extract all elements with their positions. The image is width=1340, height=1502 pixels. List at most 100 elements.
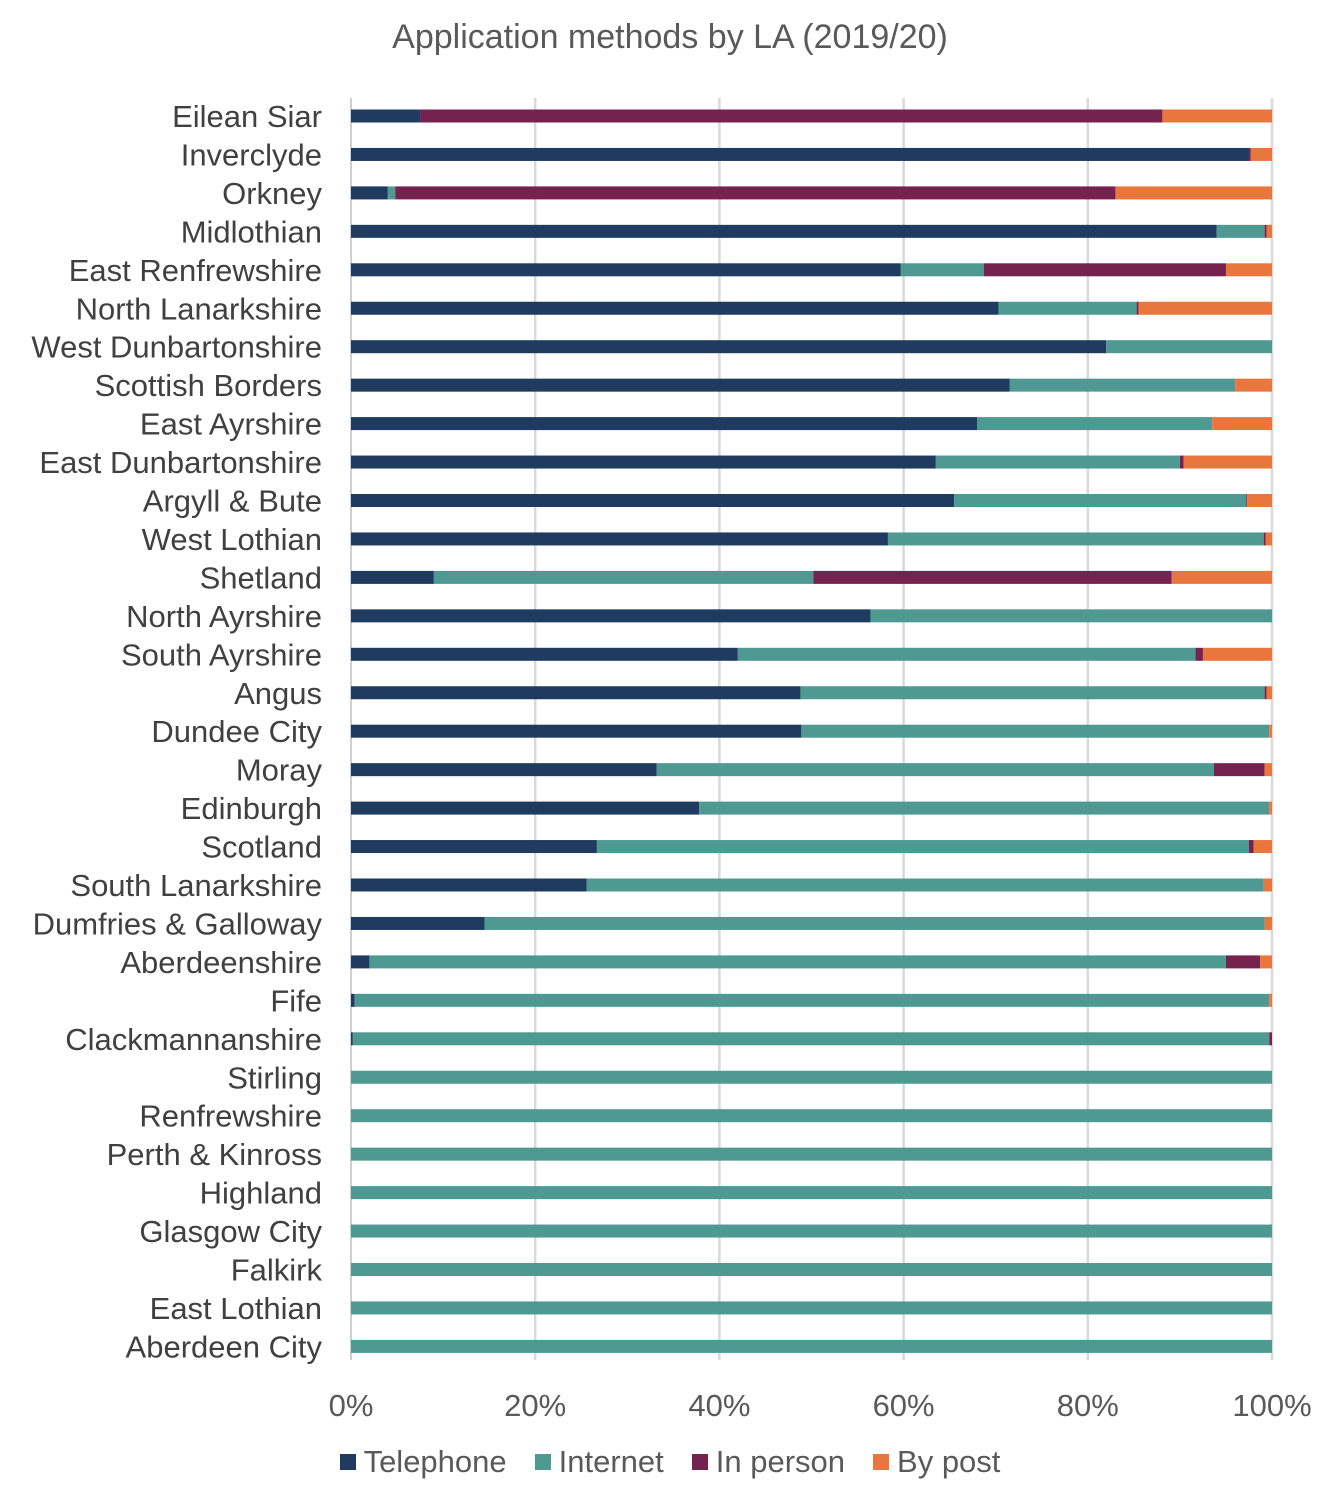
bar-segment <box>351 263 901 277</box>
category-label: Argyll & Bute <box>143 484 322 519</box>
bar-segment <box>977 417 1213 431</box>
category-label: North Ayrshire <box>126 599 322 634</box>
bar-segment <box>1264 224 1267 238</box>
bar-segment <box>351 1339 1272 1353</box>
bar-segment <box>351 763 657 777</box>
bar-segment <box>1269 801 1272 815</box>
category-label: Moray <box>236 753 323 788</box>
category-label: North Lanarkshire <box>76 291 322 326</box>
bar-segment <box>351 993 355 1007</box>
bar-segment <box>1138 301 1272 315</box>
bar-segment <box>351 378 1010 392</box>
bar-segment <box>351 1224 1272 1238</box>
legend-label: In person <box>715 1444 846 1479</box>
bar-segment <box>351 878 587 892</box>
bar-segment <box>900 263 984 277</box>
category-label: Stirling <box>227 1060 322 1095</box>
bar-segment <box>887 532 1264 546</box>
bar-segment <box>351 609 871 623</box>
bar-segment <box>1195 647 1203 661</box>
category-label: East Ayrshire <box>140 407 322 442</box>
bar-segment <box>351 1301 1272 1315</box>
legend-item: Internet <box>534 1444 664 1480</box>
category-label: Shetland <box>200 560 322 595</box>
bar-segment <box>1115 186 1272 200</box>
bar-segment <box>1269 724 1272 738</box>
category-label: Midlothian <box>181 214 322 249</box>
bar-segment <box>484 916 1265 930</box>
bar-segment <box>1235 378 1272 392</box>
bar-segment <box>351 224 1217 238</box>
bar-segment <box>954 494 1247 507</box>
bar-segment <box>1247 494 1272 507</box>
bar-segment <box>351 916 485 930</box>
bar-segment <box>351 1032 353 1046</box>
bar-segment <box>352 1032 1270 1046</box>
bar-segment <box>351 494 955 507</box>
legend-swatch <box>534 1454 551 1470</box>
category-label: Fife <box>270 983 322 1018</box>
bar-segment <box>1171 570 1272 584</box>
bar-segment <box>1264 686 1267 700</box>
bar-segment <box>1212 417 1272 431</box>
bar-segment <box>1264 916 1272 930</box>
x-tick-label: 100% <box>1232 1388 1311 1423</box>
category-label: Highland <box>200 1176 322 1211</box>
category-label: Aberdeen City <box>126 1329 323 1364</box>
legend-item: Telephone <box>339 1444 507 1480</box>
bar-segment <box>1225 955 1261 969</box>
legend-label: By post <box>897 1444 1001 1479</box>
category-label: Perth & Kinross <box>107 1137 322 1172</box>
bar-segment <box>351 147 1249 161</box>
legend: Telephone Internet In person By post <box>0 1444 1340 1480</box>
bar-segment <box>998 301 1137 315</box>
category-label: Dundee City <box>151 714 322 749</box>
bar-segment <box>1260 955 1272 969</box>
bar-segment <box>983 263 1226 277</box>
bar-segment <box>1246 494 1248 507</box>
x-tick-label: 80% <box>1057 1388 1119 1423</box>
bar-segment <box>935 455 1180 469</box>
category-label: Eilean Siar <box>172 99 322 134</box>
x-tick-label: 0% <box>329 1388 374 1423</box>
category-label: East Dunbartonshire <box>39 445 322 480</box>
category-label: Inverclyde <box>181 137 322 172</box>
x-tick-label: 20% <box>504 1388 566 1423</box>
bar-segment <box>351 1070 1272 1084</box>
x-tick-label: 40% <box>688 1388 750 1423</box>
bar-segment <box>351 647 738 661</box>
bar-segment <box>387 186 396 200</box>
bar-segment <box>1179 455 1184 469</box>
category-label: East Renfrewshire <box>69 253 322 288</box>
bar-segment <box>1106 340 1272 354</box>
bar-segment <box>351 1263 1272 1276</box>
bar-segment <box>351 417 978 431</box>
bar-segment <box>351 340 1107 354</box>
legend-swatch <box>339 1454 356 1470</box>
bar-segment <box>354 993 1270 1007</box>
bar-segment <box>351 455 936 469</box>
legend-item: By post <box>873 1444 1000 1480</box>
bar-segment <box>351 532 888 546</box>
x-axis-ticks: 0% 20% 40% 60% 80% 100% <box>329 1388 1312 1423</box>
category-label: Falkirk <box>231 1253 323 1288</box>
legend-swatch <box>873 1454 890 1470</box>
bar-segment <box>1269 1032 1272 1046</box>
category-label: Renfrewshire <box>139 1099 322 1134</box>
legend-label: Internet <box>558 1444 664 1479</box>
legend-label: Telephone <box>363 1444 507 1479</box>
bar-segment <box>800 686 1265 700</box>
bar-segment <box>1253 840 1272 854</box>
bar-segment <box>351 801 700 815</box>
category-label: South Lanarkshire <box>70 868 322 903</box>
bar-segment <box>870 609 1272 623</box>
bar-segment <box>433 570 814 584</box>
bar-segment <box>1248 147 1251 161</box>
bar-segment <box>813 570 1172 584</box>
bar-segment <box>1266 224 1272 238</box>
category-label: Dumfries & Galloway <box>33 906 323 941</box>
bars <box>351 109 1272 1353</box>
bar-segment <box>351 955 370 969</box>
bar-segment <box>1266 686 1272 700</box>
bar-segment <box>420 109 1163 123</box>
